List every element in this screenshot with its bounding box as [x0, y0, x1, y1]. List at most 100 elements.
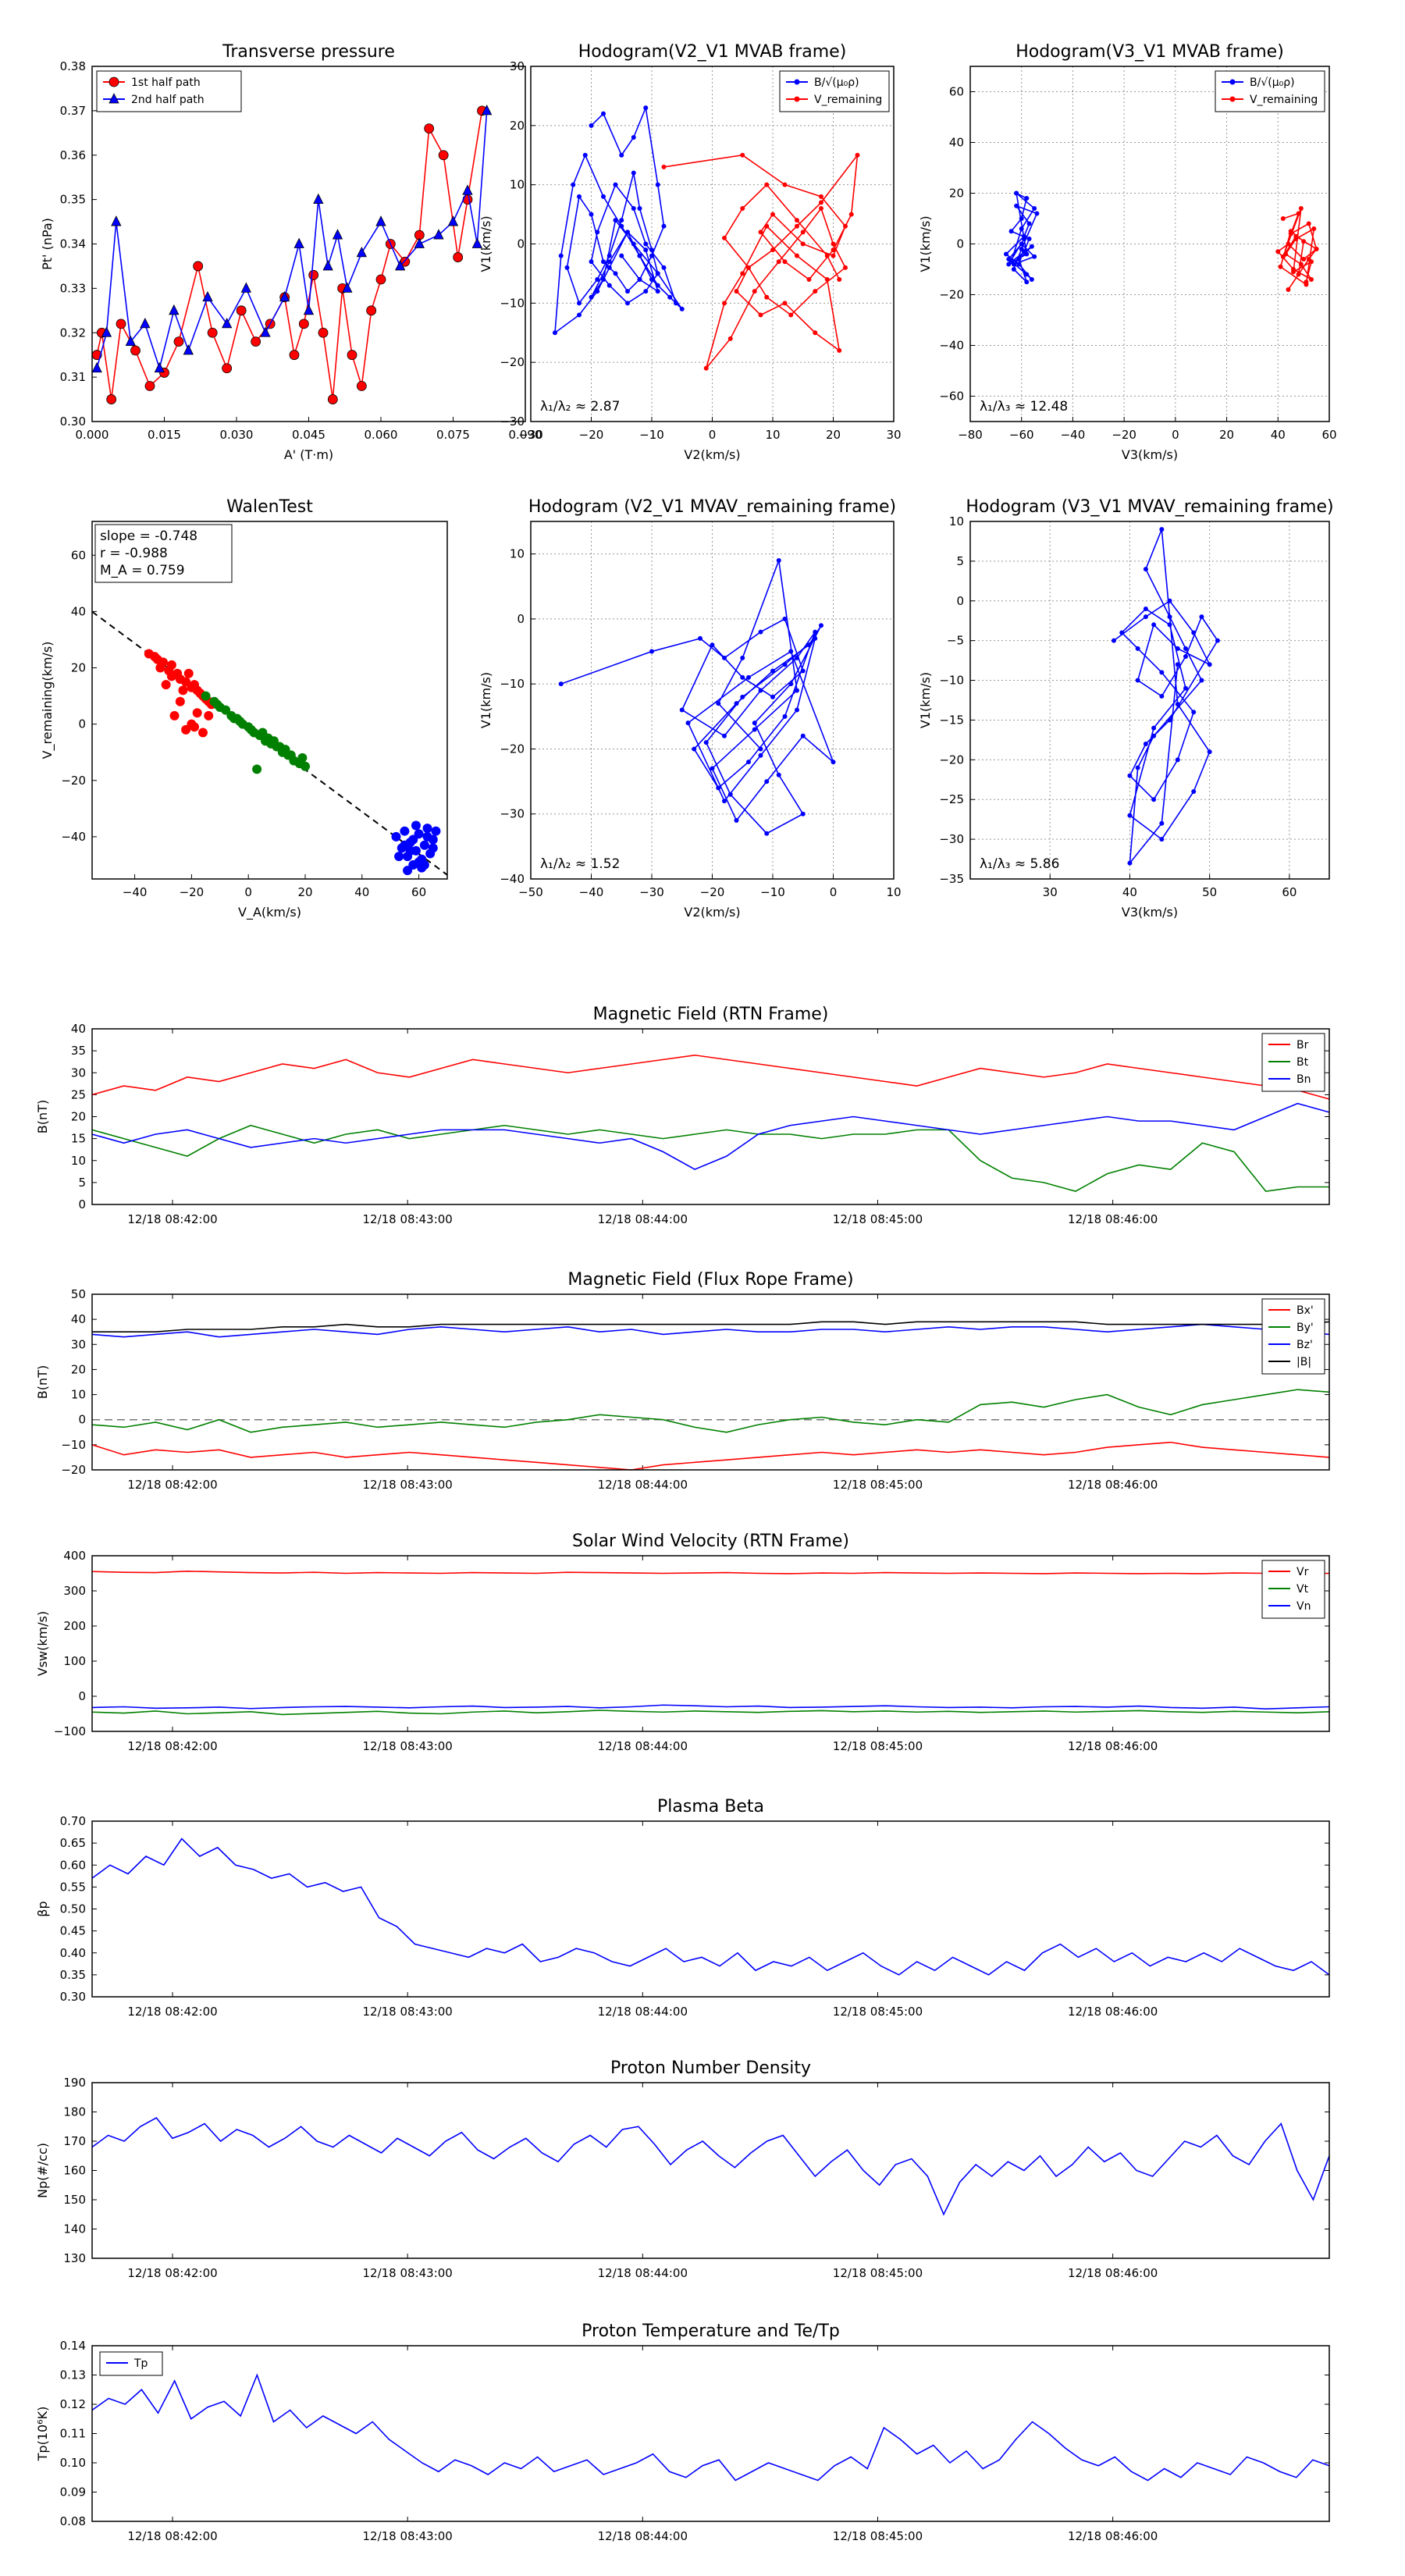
tick-label-x: −20	[700, 885, 725, 899]
data-point	[679, 707, 685, 713]
data-point	[813, 330, 818, 336]
data-point	[770, 668, 775, 674]
data-point	[1011, 267, 1016, 272]
series-line-Bz	[91, 1323, 1330, 1338]
data-point	[1199, 678, 1204, 683]
tick-label-x: −60	[1009, 428, 1034, 442]
data-point	[740, 694, 745, 699]
legend-label: By'	[1297, 1322, 1314, 1334]
legend-label: Br	[1297, 1039, 1309, 1051]
data-point	[649, 277, 654, 282]
tick-label-x: 12/18 08:43:00	[362, 1212, 452, 1226]
legend-label: 1st half path	[131, 76, 201, 89]
data-point	[197, 728, 208, 738]
tick-label-y: 150	[63, 2193, 86, 2207]
data-point	[558, 681, 564, 687]
data-point	[782, 713, 788, 719]
tick-label-y: 0.30	[60, 1990, 86, 2004]
data-point	[1183, 654, 1188, 660]
data-point	[411, 820, 421, 831]
legend: Bx' By' Bz' |B|	[1261, 1298, 1325, 1375]
data-point	[391, 831, 401, 841]
tick-label-y: −10	[939, 674, 964, 688]
data-point	[601, 259, 606, 265]
tick-label-x: 12/18 08:44:00	[598, 1212, 688, 1226]
legend-label: V_remaining	[1250, 94, 1318, 106]
legend-label: Bn	[1297, 1073, 1311, 1086]
axis-label-y: B(nT)	[35, 1365, 50, 1399]
axis-label-y: V1(km/s)	[918, 672, 933, 728]
axis-label-x: V_A(km/s)	[238, 905, 301, 920]
data-point	[1167, 614, 1172, 620]
legend: B/√(μ₀ρ) V_remaining	[779, 70, 890, 112]
tick-label-y: −35	[939, 872, 964, 886]
data-point	[716, 701, 721, 706]
tick-label-y: 30	[71, 1066, 86, 1080]
tick-label-x: −10	[639, 428, 664, 442]
data-point	[740, 271, 745, 276]
data-point	[301, 761, 310, 771]
tick-label-x: 0.060	[365, 428, 398, 442]
tick-label-x: −20	[579, 428, 604, 442]
data-point	[1143, 614, 1148, 620]
tick-label-x: 12/18 08:44:00	[598, 1478, 688, 1492]
data-point	[758, 629, 763, 635]
data-point	[800, 668, 806, 674]
series-line-beta	[91, 1838, 1330, 1976]
tick-label-y: 0.08	[60, 2514, 86, 2528]
data-point	[1004, 251, 1008, 257]
data-point	[1119, 630, 1125, 635]
data-point	[758, 229, 763, 235]
data-point	[169, 304, 180, 315]
legend-marker	[1229, 79, 1236, 85]
legend: B/√(μ₀ρ) V_remaining	[1215, 70, 1325, 112]
data-point	[375, 274, 386, 285]
tick-label-y: 50	[71, 1287, 86, 1301]
tick-label-x: −10	[760, 885, 785, 899]
data-point	[631, 206, 636, 211]
data-point	[106, 394, 117, 404]
axis-label-y: V1(km/s)	[478, 672, 493, 728]
tick-label-y: 40	[71, 1022, 86, 1036]
legend: Br Bt Bn	[1261, 1033, 1325, 1092]
tick-label-x: 12/18 08:42:00	[127, 2529, 217, 2543]
tick-label-y: 0.37	[60, 104, 86, 118]
data-point	[279, 290, 290, 302]
tick-label-x: 40	[1271, 428, 1286, 442]
data-point	[595, 289, 600, 294]
tick-label-y: 0.14	[60, 2339, 86, 2353]
tick-label-y: 180	[63, 2105, 86, 2119]
data-point	[1024, 279, 1030, 285]
data-point	[1311, 226, 1317, 231]
tick-label-y: 20	[71, 661, 86, 675]
tick-label-x: 0.015	[148, 428, 181, 442]
data-point	[222, 363, 233, 374]
data-point	[619, 223, 624, 229]
series-line-Vn	[91, 1704, 1330, 1710]
data-point	[758, 753, 763, 758]
tick-label-x: 12/18 08:44:00	[598, 2266, 688, 2280]
data-point	[375, 215, 386, 226]
axis-label-y: Vsw(km/s)	[35, 1611, 50, 1676]
data-point	[356, 246, 367, 258]
plot-frame	[91, 1293, 1330, 1471]
tick-label-y: 0	[517, 237, 525, 251]
data-point	[1175, 702, 1180, 707]
chart-beta: Plasma Beta βp 0.30 0.35 0.40 0.45 0.50 0.55 0.6…	[35, 1797, 1330, 2019]
data-point	[843, 223, 848, 229]
tick-label-y: −20	[500, 742, 525, 756]
data-point	[806, 642, 812, 648]
data-point	[1314, 247, 1319, 251]
tick-label-x: 12/18 08:42:00	[127, 2005, 217, 2019]
data-point	[1309, 259, 1314, 265]
data-point	[1301, 239, 1307, 244]
axis-label-y: V1(km/s)	[478, 215, 493, 272]
axis-label-y: Np(#/cc)	[35, 2143, 50, 2198]
data-point	[782, 182, 788, 187]
plot-frame	[91, 521, 448, 880]
tick-label-x: 12/18 08:44:00	[598, 2005, 688, 2019]
data-point	[613, 218, 618, 223]
data-point	[806, 277, 812, 282]
data-point	[800, 733, 806, 738]
tick-label-y: 0.36	[60, 148, 86, 162]
